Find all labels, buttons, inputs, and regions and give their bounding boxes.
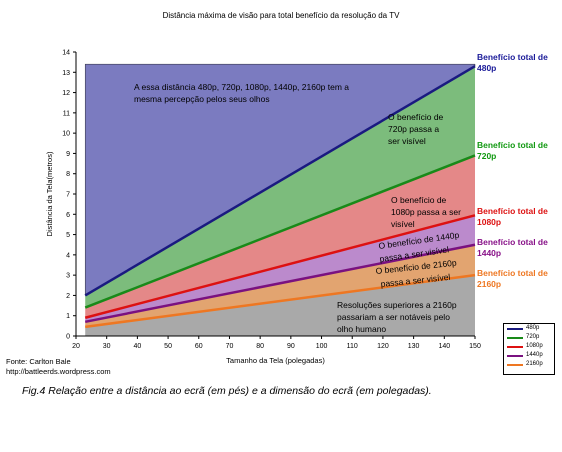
right-label-480p: 480p [477, 63, 496, 73]
right-label-1440p: 1440p [477, 248, 501, 258]
y-tick-label: 11 [63, 110, 70, 117]
legend-label-720p: 720p [526, 334, 540, 340]
line-1080p [84, 214, 476, 319]
source-line-2: http://battleerds.wordpress.com [6, 367, 111, 376]
legend-swatch-1440p [507, 355, 523, 357]
x-tick-label: 90 [287, 343, 295, 350]
annotation-720p-region: ser visível [388, 136, 426, 146]
y-tick-label: 1 [66, 313, 70, 320]
y-tick-label: 13 [62, 70, 70, 77]
legend-label-1080p: 1080p [526, 343, 543, 349]
legend-swatch-1080p [507, 346, 523, 348]
legend-label-480p: 480p [526, 325, 540, 331]
annotation-bottom-region: Resoluções superiores a 2160p [337, 300, 457, 310]
region-1080p [85, 155, 475, 318]
annotation-720p-region: 720p passa a [388, 124, 439, 134]
y-axis-label: Distância da Tela(metros) [45, 151, 54, 236]
x-tick-label: 40 [133, 343, 141, 350]
legend-label-2160p: 2160p [526, 361, 543, 367]
y-tick-label: 12 [62, 90, 70, 97]
x-tick-label: 80 [256, 343, 264, 350]
y-tick-label: 9 [66, 151, 70, 158]
right-label-2160p: Benefício total de [477, 268, 548, 278]
line-480p [84, 65, 476, 297]
right-label-1440p: Benefício total de [477, 237, 548, 247]
y-tick-label: 14 [62, 50, 70, 57]
legend-label-1440p: 1440p [526, 352, 543, 358]
x-tick-label: 50 [164, 343, 172, 350]
y-tick-label: 6 [66, 212, 70, 219]
x-tick-label: 20 [72, 343, 80, 350]
annotation-bottom-region: olho humano [337, 324, 386, 334]
annotation-480p-region: mesma percepção pelos seus olhos [134, 94, 270, 104]
line-1440p [84, 243, 476, 324]
y-tick-label: 5 [66, 232, 70, 239]
x-tick-label: 60 [195, 343, 203, 350]
right-label-720p: 720p [477, 151, 496, 161]
right-label-1080p: Benefício total de [477, 206, 548, 216]
y-tick-label: 7 [66, 192, 70, 199]
region-bottom [85, 275, 475, 336]
x-tick-label: 110 [347, 343, 358, 350]
x-tick-label: 150 [469, 343, 481, 350]
annotation-1080p-region: 1080p passa a ser [391, 207, 461, 217]
x-tick-label: 70 [226, 343, 234, 350]
y-tick-label: 4 [66, 252, 70, 259]
region-720p [85, 66, 475, 308]
annotation-1080p-region: visível [391, 219, 415, 229]
x-tick-label: 120 [377, 343, 389, 350]
annotation-720p-region: O benefício de [388, 112, 444, 122]
right-label-1080p: 1080p [477, 217, 501, 227]
right-label-720p: Benefício total de [477, 140, 548, 150]
annotation-1080p-region: O benefício de [391, 195, 447, 205]
legend-swatch-720p [507, 337, 523, 339]
line-720p [84, 154, 476, 309]
y-tick-label: 8 [66, 171, 70, 178]
legend: 480p 720p 1080p 1440p 2160p [503, 323, 555, 375]
chart-title: Distância máxima de visão para total ben… [162, 11, 400, 20]
y-tick-label: 3 [66, 273, 70, 280]
annotation-bottom-region: passariam a ser notáveis pelo [337, 312, 450, 322]
figure-caption: Fig.4 Relação entre a distância ao ecrã … [22, 385, 432, 397]
x-tick-label: 130 [408, 343, 420, 350]
x-tick-label: 30 [103, 343, 111, 350]
legend-swatch-2160p [507, 364, 523, 366]
y-tick-label: 2 [66, 293, 70, 300]
y-tick-label: 10 [62, 131, 70, 138]
annotation-480p-region: A essa distância 480p, 720p, 1080p, 1440… [134, 82, 349, 92]
right-label-480p: Benefício total de [477, 52, 548, 62]
x-tick-label: 100 [316, 343, 328, 350]
line-2160p [85, 273, 476, 329]
x-axis-label: Tamanho da Tela (polegadas) [226, 356, 325, 365]
x-tick-label: 140 [438, 343, 450, 350]
legend-swatch-480p [507, 328, 523, 330]
source-line-1: Fonte: Carlton Bale [6, 357, 71, 366]
right-label-2160p: 2160p [477, 279, 501, 289]
y-tick-label: 0 [66, 334, 70, 341]
